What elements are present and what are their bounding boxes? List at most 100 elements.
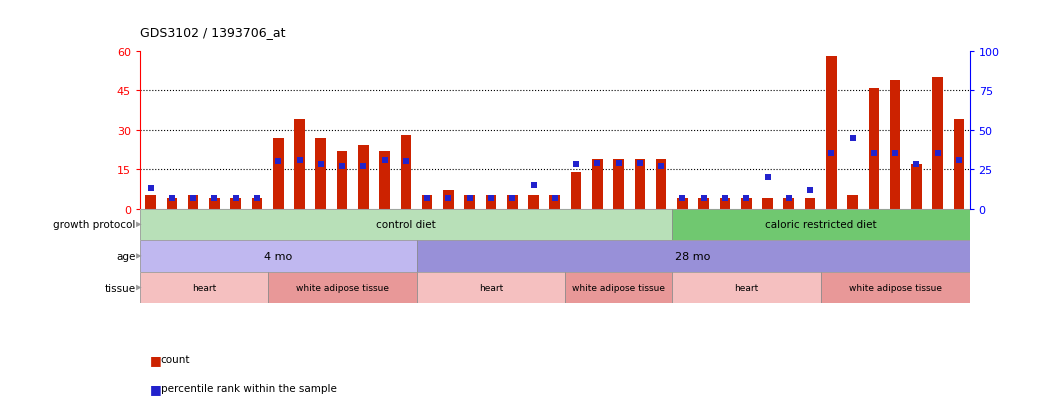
Point (270, 159, 286, 165)
Text: heart: heart (734, 283, 758, 292)
Bar (295, 120, 305, 209)
Point (334, 163, 351, 170)
Point (249, 195, 265, 202)
Bar (762, 199, 773, 209)
Bar (677, 199, 688, 209)
Bar (140, 272, 268, 304)
Bar (784, 199, 794, 209)
Text: white adipose tissue: white adipose tissue (848, 283, 942, 292)
Bar (167, 199, 177, 209)
Point (951, 157, 968, 164)
Text: heart: heart (479, 283, 503, 292)
Point (376, 157, 393, 164)
Point (312, 161, 329, 169)
Bar (528, 196, 539, 209)
Bar (268, 272, 417, 304)
Bar (890, 81, 900, 209)
Bar (635, 159, 645, 209)
Text: caloric restricted diet: caloric restricted diet (765, 220, 876, 230)
Bar (570, 172, 582, 209)
Bar (422, 196, 432, 209)
Bar (417, 240, 970, 272)
Point (823, 151, 840, 157)
Point (397, 159, 414, 165)
Bar (140, 240, 417, 272)
Text: growth protocol: growth protocol (54, 220, 136, 230)
Point (738, 195, 755, 202)
Text: 4 mo: 4 mo (264, 252, 292, 261)
Point (589, 160, 606, 167)
Point (355, 163, 371, 170)
Point (908, 161, 925, 169)
Bar (380, 151, 390, 209)
Bar (188, 196, 198, 209)
Bar (252, 199, 262, 209)
Text: 28 mo: 28 mo (675, 252, 710, 261)
Bar (465, 196, 475, 209)
Bar (337, 151, 347, 209)
Bar (672, 209, 970, 240)
Point (482, 195, 499, 202)
Bar (565, 272, 672, 304)
Point (206, 195, 223, 202)
Point (717, 195, 733, 202)
Bar (655, 159, 667, 209)
Point (164, 195, 180, 202)
Point (611, 160, 627, 167)
Bar (869, 88, 879, 209)
Bar (932, 78, 943, 209)
Bar (417, 272, 565, 304)
Text: GDS3102 / 1393706_at: GDS3102 / 1393706_at (140, 26, 285, 39)
Bar (209, 199, 220, 209)
Text: white adipose tissue: white adipose tissue (296, 283, 389, 292)
Bar (740, 199, 752, 209)
Text: ■: ■ (150, 382, 162, 395)
Point (781, 195, 797, 202)
Bar (805, 199, 815, 209)
Bar (550, 196, 560, 209)
Bar (443, 191, 454, 209)
Point (929, 151, 946, 157)
Point (632, 160, 648, 167)
Point (802, 187, 818, 193)
Point (291, 157, 308, 164)
Point (866, 151, 882, 157)
Point (185, 195, 201, 202)
Bar (485, 196, 497, 209)
Bar (400, 135, 412, 209)
Bar (273, 138, 283, 209)
Point (546, 195, 563, 202)
Bar (507, 196, 517, 209)
Bar (592, 159, 602, 209)
Point (227, 195, 244, 202)
Text: count: count (161, 354, 190, 364)
Bar (826, 57, 837, 209)
Bar (140, 209, 672, 240)
Bar (315, 138, 326, 209)
Bar (954, 120, 964, 209)
Text: ■: ■ (150, 353, 162, 366)
Bar (847, 196, 858, 209)
Text: heart: heart (192, 283, 216, 292)
Text: control diet: control diet (376, 220, 436, 230)
Point (653, 163, 670, 170)
Point (568, 161, 585, 169)
Point (525, 182, 541, 189)
Bar (145, 196, 156, 209)
Bar (720, 199, 730, 209)
Bar (912, 164, 922, 209)
Bar (698, 199, 709, 209)
Bar (820, 272, 970, 304)
Text: age: age (116, 252, 136, 261)
Text: percentile rank within the sample: percentile rank within the sample (161, 383, 337, 393)
Bar (613, 159, 624, 209)
Point (142, 185, 159, 192)
Point (759, 174, 776, 181)
Point (440, 195, 456, 202)
Bar (358, 146, 369, 209)
Bar (230, 199, 241, 209)
Point (461, 195, 478, 202)
Point (844, 135, 861, 142)
Text: tissue: tissue (105, 283, 136, 293)
Bar (672, 272, 820, 304)
